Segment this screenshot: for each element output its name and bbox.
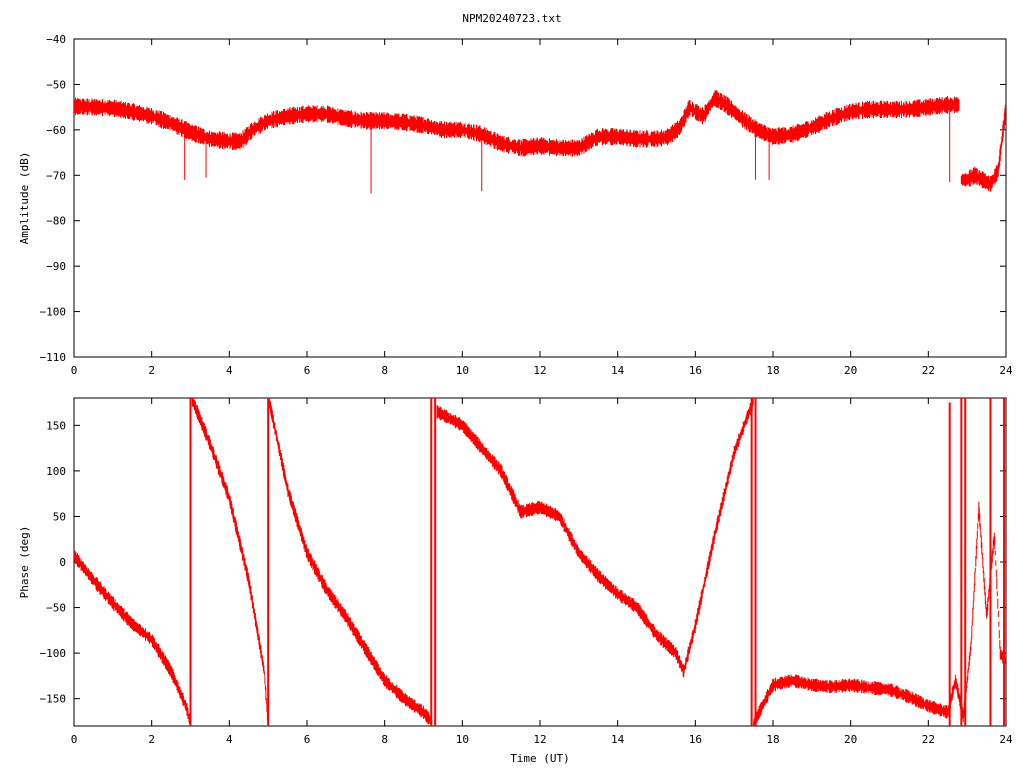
phase-y-tick-label: −100 xyxy=(40,647,67,660)
amplitude-y-tick-label: −110 xyxy=(40,351,67,364)
phase-x-tick-label: 14 xyxy=(611,733,625,746)
amplitude-y-tick-label: −90 xyxy=(46,260,66,273)
amplitude-panel: 0 2 4 6 8 10 12 14 16 18 20 22 24−110−100−90−80−70−6… xyxy=(18,33,1013,377)
amplitude-x-tick-label: 20 xyxy=(844,364,857,377)
amplitude-x-tick-label: 10 xyxy=(456,364,469,377)
phase-x-tick-label: 12 xyxy=(533,733,546,746)
amplitude-y-tick-label: −40 xyxy=(46,33,66,46)
amplitude-x-tick-label: 12 xyxy=(533,364,546,377)
phase-series-2 xyxy=(268,398,432,726)
amplitude-y-tick-label: −60 xyxy=(46,124,66,137)
phase-x-tick-label: 2 xyxy=(148,733,155,746)
phase-series-6 xyxy=(947,501,1006,723)
phase-x-tick-label: 0 xyxy=(71,733,78,746)
amplitude-x-tick-label: 4 xyxy=(226,364,233,377)
amplitude-series-1 xyxy=(960,104,1006,192)
amplitude-x-tick-label: 16 xyxy=(689,364,702,377)
phase-x-tick-label: 22 xyxy=(922,733,935,746)
phase-data-layer xyxy=(74,398,1006,726)
amplitude-x-tick-label: 18 xyxy=(766,364,779,377)
phase-y-tick-label: 50 xyxy=(53,510,66,523)
phase-y-axis-label: Phase (deg) xyxy=(18,526,31,599)
phase-x-tick-label: 6 xyxy=(304,733,311,746)
amplitude-x-tick-label: 6 xyxy=(304,364,311,377)
phase-panel: 0 2 4 6 8 10 12 14 16 18 20 22 24−150−100−5005010015… xyxy=(18,397,1013,765)
amplitude-y-tick-label: −50 xyxy=(46,78,66,91)
amplitude-y-tick-label: −80 xyxy=(46,215,66,228)
amplitude-y-tick-label: −100 xyxy=(40,306,67,319)
phase-x-axis-label: Time (UT) xyxy=(510,752,570,765)
phase-x-tick-label: 24 xyxy=(999,733,1013,746)
amplitude-plot-frame xyxy=(73,38,1007,358)
phase-y-tick-label: 150 xyxy=(46,419,66,432)
phase-series-3 xyxy=(436,405,685,677)
phase-x-tick-label: 8 xyxy=(381,733,388,746)
phase-series-1 xyxy=(191,398,269,724)
amplitude-data-layer xyxy=(74,90,1006,194)
amplitude-y-tick-label: −70 xyxy=(46,169,66,182)
phase-x-tick-label: 18 xyxy=(766,733,779,746)
phase-y-tick-label: −150 xyxy=(40,693,67,706)
amplitude-x-tick-label: 2 xyxy=(148,364,155,377)
amplitude-x-tick-label: 0 xyxy=(71,364,78,377)
phase-x-tick-label: 4 xyxy=(226,733,233,746)
phase-series-4 xyxy=(683,398,754,678)
phase-x-tick-label: 16 xyxy=(689,733,702,746)
chart-title: NPM20240723.txt xyxy=(462,12,562,25)
phase-y-tick-label: 0 xyxy=(59,556,66,569)
phase-series-5 xyxy=(753,674,949,726)
phase-y-tick-label: 100 xyxy=(46,465,66,478)
amplitude-x-tick-label: 22 xyxy=(922,364,935,377)
phase-x-tick-label: 20 xyxy=(844,733,857,746)
amplitude-y-axis-label: Amplitude (dB) xyxy=(18,152,31,245)
phase-series-0 xyxy=(74,550,191,726)
phase-y-tick-label: −50 xyxy=(46,602,66,615)
amplitude-series-0 xyxy=(74,90,960,157)
phase-x-tick-label: 10 xyxy=(456,733,469,746)
amplitude-x-tick-label: 8 xyxy=(381,364,388,377)
amplitude-x-tick-label: 14 xyxy=(611,364,625,377)
amplitude-x-tick-label: 24 xyxy=(999,364,1013,377)
